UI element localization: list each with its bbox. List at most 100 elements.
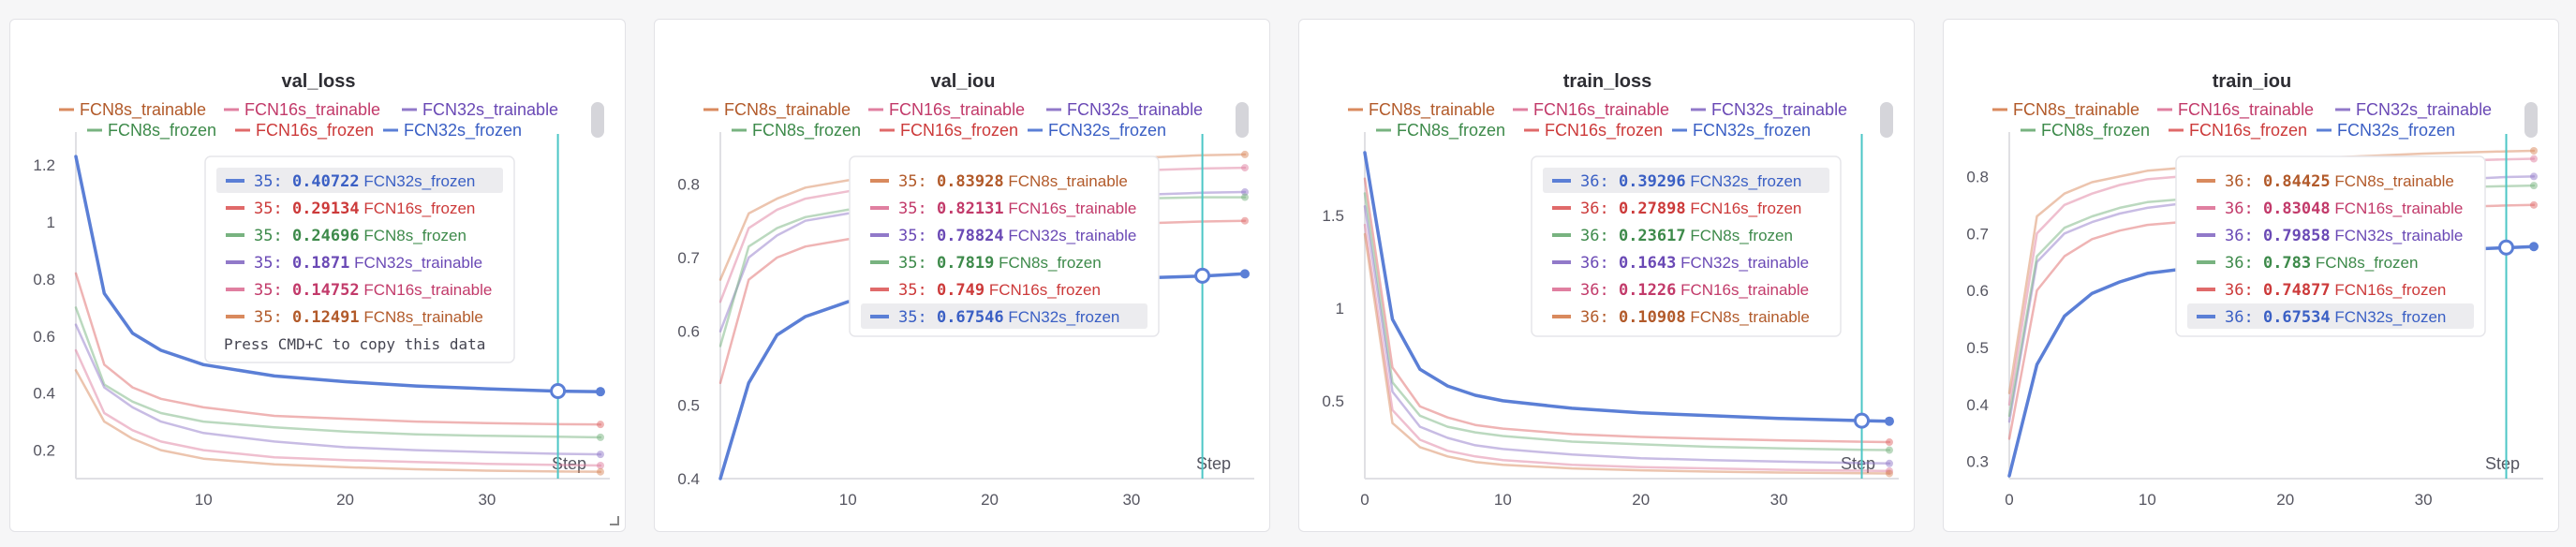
legend-item[interactable]: FCN32s_trainable (2335, 100, 2492, 120)
legend-scroll-handle[interactable] (591, 102, 604, 138)
y-tick-label: 0.4 (33, 385, 55, 403)
series-line[interactable] (74, 155, 602, 393)
series-line[interactable] (74, 272, 602, 426)
legend-item[interactable]: FCN8s_frozen (2021, 121, 2150, 140)
y-tick-label: 0.4 (1966, 396, 1989, 414)
x-tick-label: 10 (1494, 491, 1512, 509)
x-tick-label: 0 (1360, 491, 1369, 509)
step-axis-label: Step (552, 454, 586, 473)
legend-item[interactable]: FCN16s_frozen (235, 121, 374, 140)
legend-item[interactable]: FCN32s_frozen (1672, 121, 1811, 140)
tooltip-box (204, 155, 515, 363)
y-tick-label: 0.8 (1966, 168, 1989, 185)
legend-item[interactable]: FCN32s_trainable (1691, 100, 1847, 120)
tooltip-value: 36: 0.1643 FCN32s_trainable (1580, 254, 1809, 273)
legend-item[interactable]: FCN16s_frozen (1524, 121, 1663, 140)
x-tick-label: 30 (1770, 491, 1788, 509)
series-line[interactable] (1363, 232, 1891, 475)
panel-train-loss[interactable]: train_loss FCN8s_trainable FCN16s_trainabl… (1298, 19, 1915, 532)
tooltip-row-highlight (2187, 303, 2474, 329)
series-end-point (2530, 155, 2538, 163)
series-line[interactable] (74, 323, 602, 456)
tooltip-value: 35: 0.24696 FCN8s_frozen (254, 227, 466, 245)
panel-train-iou[interactable]: train_iou FCN8s_trainable FCN16s_trainable… (1943, 19, 2559, 532)
legend-item[interactable]: FCN32s_frozen (383, 121, 522, 140)
tooltip-value: 35: 0.14752 FCN16s_trainable (254, 281, 492, 300)
tooltip-row-highlight (861, 303, 1147, 329)
hover-marker (550, 382, 567, 399)
chart-title: val_loss (282, 71, 356, 92)
legend-item[interactable]: FCN16s_trainable (2157, 100, 2314, 120)
legend-item[interactable]: FCN8s_frozen (732, 121, 861, 140)
tooltip-value: 35: 0.82131 FCN16s_trainable (898, 200, 1136, 218)
y-tick-label: 0.6 (1966, 282, 1989, 300)
tooltip-value: 36: 0.74877 FCN16s_frozen (2225, 281, 2446, 300)
y-tick-label: 1 (1336, 300, 1344, 318)
legend-item[interactable]: FCN8s_trainable (1992, 100, 2139, 120)
chart-title: val_iou (931, 71, 996, 92)
y-tick-label: 0.5 (1322, 392, 1344, 410)
panel-val-iou[interactable]: val_iou FCN8s_trainable FCN16s_trainable FC… (654, 19, 1270, 532)
legend-item[interactable]: FCN32s_trainable (402, 100, 558, 120)
y-tick-label: 1.2 (33, 156, 55, 174)
legend-item[interactable]: FCN8s_trainable (59, 100, 206, 120)
legend-item[interactable]: FCN8s_frozen (87, 121, 216, 140)
series-end-point (1885, 416, 1894, 426)
tooltip-value: 36: 0.27898 FCN16s_frozen (1580, 200, 1801, 218)
legend-label: FCN32s_frozen (1693, 121, 1811, 140)
legend-item[interactable]: FCN32s_trainable (1046, 100, 1203, 120)
series-line[interactable] (74, 348, 602, 467)
legend-item[interactable]: FCN16s_frozen (880, 121, 1018, 140)
legend-label: FCN8s_trainable (80, 100, 206, 120)
tooltip-value: 36: 0.84425 FCN8s_trainable (2225, 172, 2454, 191)
series-line[interactable] (74, 369, 602, 473)
step-axis-label: Step (2485, 454, 2520, 473)
series-end-point (1886, 446, 1893, 454)
series-end-point (1886, 459, 1893, 467)
series-end-point (597, 467, 604, 476)
legend-item[interactable]: FCN8s_trainable (1348, 100, 1495, 120)
series-line[interactable] (1363, 192, 1891, 451)
series-line[interactable] (1363, 177, 1891, 444)
legend-item[interactable]: FCN16s_frozen (2169, 121, 2307, 140)
legend-label: FCN32s_trainable (1067, 100, 1203, 120)
tooltip-value: 36: 0.67534 FCN32s_frozen (2225, 308, 2446, 327)
legend-item[interactable]: FCN16s_trainable (1513, 100, 1669, 120)
series-end-point (597, 421, 604, 429)
legend-label: FCN8s_frozen (108, 121, 216, 140)
legend-label: FCN16s_trainable (889, 100, 1025, 120)
tooltip-value: 35: 0.12491 FCN8s_trainable (254, 308, 483, 327)
legend-item[interactable]: FCN16s_trainable (224, 100, 380, 120)
legend-item[interactable]: FCN16s_trainable (868, 100, 1025, 120)
tooltip-value: 35: 0.7819 FCN8s_frozen (898, 254, 1102, 273)
legend-item[interactable]: FCN32s_frozen (1028, 121, 1166, 140)
legend-item[interactable]: FCN32s_frozen (2317, 121, 2455, 140)
legend-label: FCN32s_trainable (2356, 100, 2492, 120)
legend-item[interactable]: FCN8s_frozen (1376, 121, 1505, 140)
y-tick-label: 0.2 (33, 442, 55, 460)
hover-tooltip: 35: 0.40722 FCN32s_frozen 35: 0.29134 FCN… (204, 155, 515, 363)
tooltip-value: 36: 0.1226 FCN16s_trainable (1580, 281, 1809, 300)
tooltip-value: 36: 0.783 FCN8s_frozen (2225, 254, 2418, 273)
series-end-point (1241, 193, 1249, 201)
y-tick-label: 0.7 (1966, 225, 1989, 243)
tooltip-box (1531, 155, 1842, 337)
x-tick-label: 10 (2139, 491, 2156, 509)
tooltip-value: 35: 0.67546 FCN32s_frozen (898, 308, 1119, 327)
legend-scroll-handle[interactable] (1880, 102, 1893, 138)
legend-item[interactable]: FCN8s_trainable (703, 100, 851, 120)
x-tick-label: 20 (981, 491, 999, 509)
y-tick-label: 1.5 (1322, 207, 1344, 225)
series-line[interactable] (1363, 151, 1891, 423)
tooltip-value: 35: 0.29134 FCN16s_frozen (254, 200, 475, 218)
tooltip-copy-hint: Press CMD+C to copy this data (224, 335, 485, 353)
panel-resize-handle[interactable] (610, 516, 619, 525)
legend-label: FCN8s_frozen (752, 121, 861, 140)
series-line[interactable] (1363, 205, 1891, 466)
legend-scroll-handle[interactable] (2524, 102, 2538, 138)
legend-scroll-handle[interactable] (1236, 102, 1249, 138)
chart-svg: train_loss FCN8s_trainable FCN16s_trainabl… (1322, 71, 1899, 509)
panel-val-loss[interactable]: val_loss FCN8s_trainable FCN16s_trainable F… (9, 19, 626, 532)
series-line[interactable] (1363, 223, 1891, 473)
series-line[interactable] (74, 306, 602, 439)
